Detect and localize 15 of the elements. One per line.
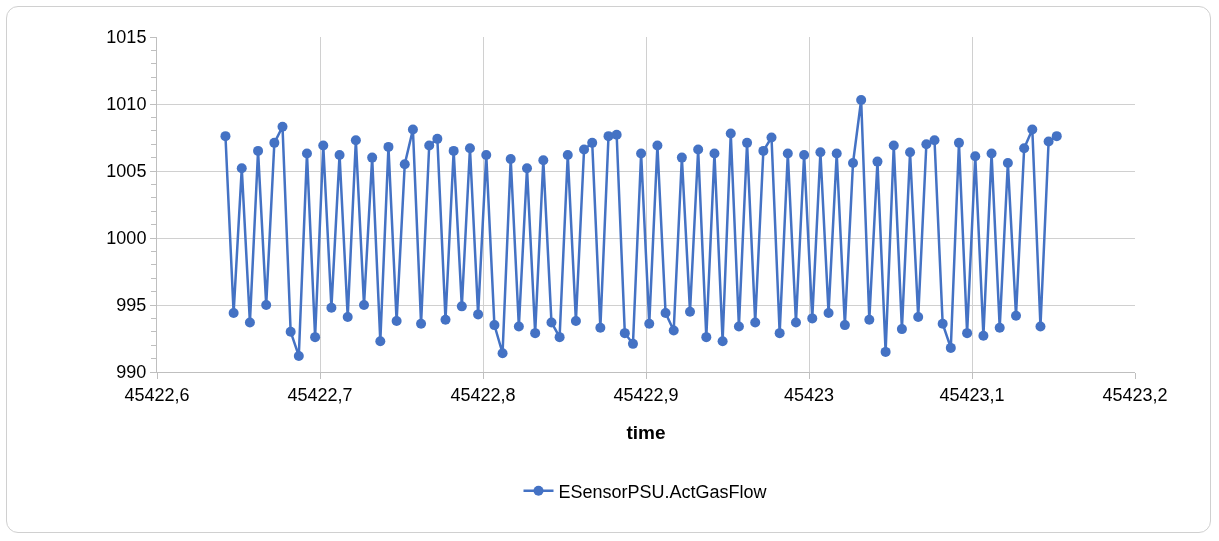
x-tick-label: 45423 [783,384,835,405]
y-tick-label: 1010 [106,94,147,115]
y-tick-label: 990 [116,362,147,383]
x-tick-label: 45423,2 [1102,384,1168,405]
x-tick-label: 45422,9 [613,384,679,405]
x-tick-label: 45422,7 [287,384,353,405]
y-tick-label: 1005 [106,161,147,182]
x-tick-label: 45422,8 [450,384,516,405]
x-tick-label: 45422,6 [124,384,190,405]
y-tick-label: 995 [116,295,147,316]
y-tick-label: 1000 [106,228,147,249]
legend-label: ESensorPSU.ActGasFlow [558,481,768,502]
y-tick-label: 1015 [106,27,147,48]
x-axis-title: time [626,422,666,443]
x-tick-label: 45423,1 [939,384,1005,405]
